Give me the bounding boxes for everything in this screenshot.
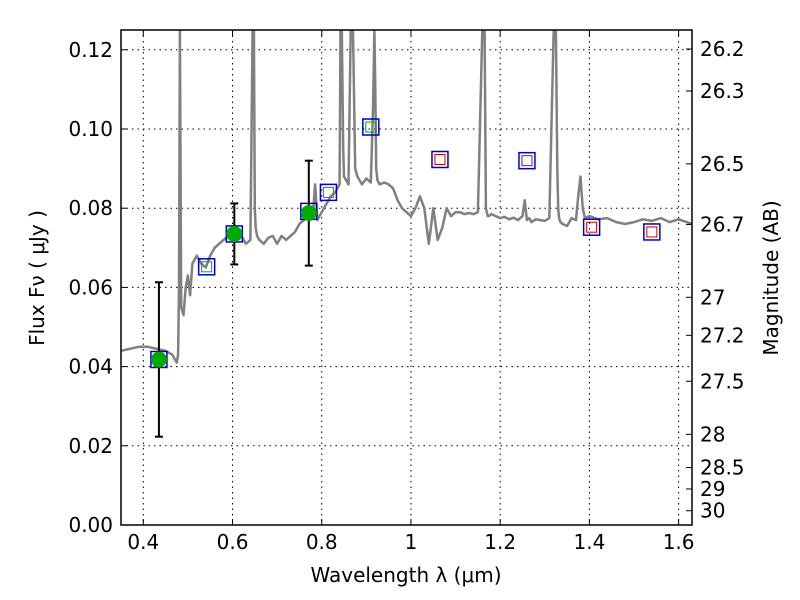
x-tick-label: 1.6 [663, 530, 695, 554]
magnitude-tick-label: 27 [700, 285, 725, 309]
y-tick-label: 0.12 [68, 38, 113, 62]
y-axis-right-label: Magnitude (AB) [759, 200, 783, 355]
magnitude-tick-label: 30 [700, 499, 725, 523]
model-photometry-square [643, 223, 661, 241]
magnitude-tick-label: 26.5 [700, 152, 745, 176]
observed-flux-point [300, 204, 317, 221]
x-tick-label: 0.4 [127, 530, 159, 554]
x-tick-label: 1.4 [573, 530, 605, 554]
red-open-square [646, 226, 658, 238]
model-photometry-square [362, 118, 380, 136]
y-tick-label: 0.10 [68, 117, 113, 141]
magnitude-tick-label: 26.3 [700, 79, 745, 103]
magnitude-tick-label: 26.7 [700, 212, 745, 236]
red-open-square [521, 155, 533, 167]
x-tick-label: 1.2 [484, 530, 516, 554]
magnitude-tick-label: 28 [700, 422, 725, 446]
y-axis-label: Flux Fν ( μJy ) [25, 210, 49, 346]
x-tick-label: 0.6 [217, 530, 249, 554]
green-open-square [365, 121, 377, 133]
model-photometry-square [319, 183, 338, 202]
red-open-square [586, 221, 598, 233]
magnitude-tick-label: 27.5 [700, 369, 745, 393]
red-open-square [434, 153, 446, 165]
plot-content [121, 30, 692, 438]
y-tick-label: 0.04 [68, 355, 113, 379]
model-photometry-square [582, 218, 601, 236]
magnitude-tick-label: 28.5 [700, 456, 745, 480]
grid [121, 30, 692, 526]
x-tick-label: 1 [405, 530, 418, 554]
model-photometry-square [197, 258, 216, 276]
green-open-square [322, 186, 334, 198]
magnitude-tick-label: 26.2 [700, 37, 745, 61]
model-photometry-square [431, 150, 449, 169]
plot-area [121, 30, 692, 525]
y-tick-label: 0.06 [68, 275, 113, 299]
observed-flux-point [226, 225, 243, 242]
y-tick-label: 0.00 [68, 513, 113, 537]
x-tick-label: 0.8 [306, 530, 338, 554]
model-photometry-square [518, 151, 536, 170]
ticks: 0.4 0.6 0.8 1 1.2 1.4 1.6 0.00 0.02 0.04 0.06 0.08 0… [68, 30, 745, 554]
green-open-square [201, 261, 213, 273]
plot-frame [120, 29, 693, 526]
magnitude-tick-label: 27.2 [700, 323, 745, 347]
model-spectrum-line [121, 30, 692, 364]
y-tick-label: 0.02 [68, 434, 113, 458]
x-axis-label: Wavelength λ (μm) [310, 563, 501, 587]
y-tick-label: 0.08 [68, 196, 113, 220]
magnitude-tick-label: 29 [700, 477, 725, 501]
observed-flux-point [150, 351, 167, 368]
